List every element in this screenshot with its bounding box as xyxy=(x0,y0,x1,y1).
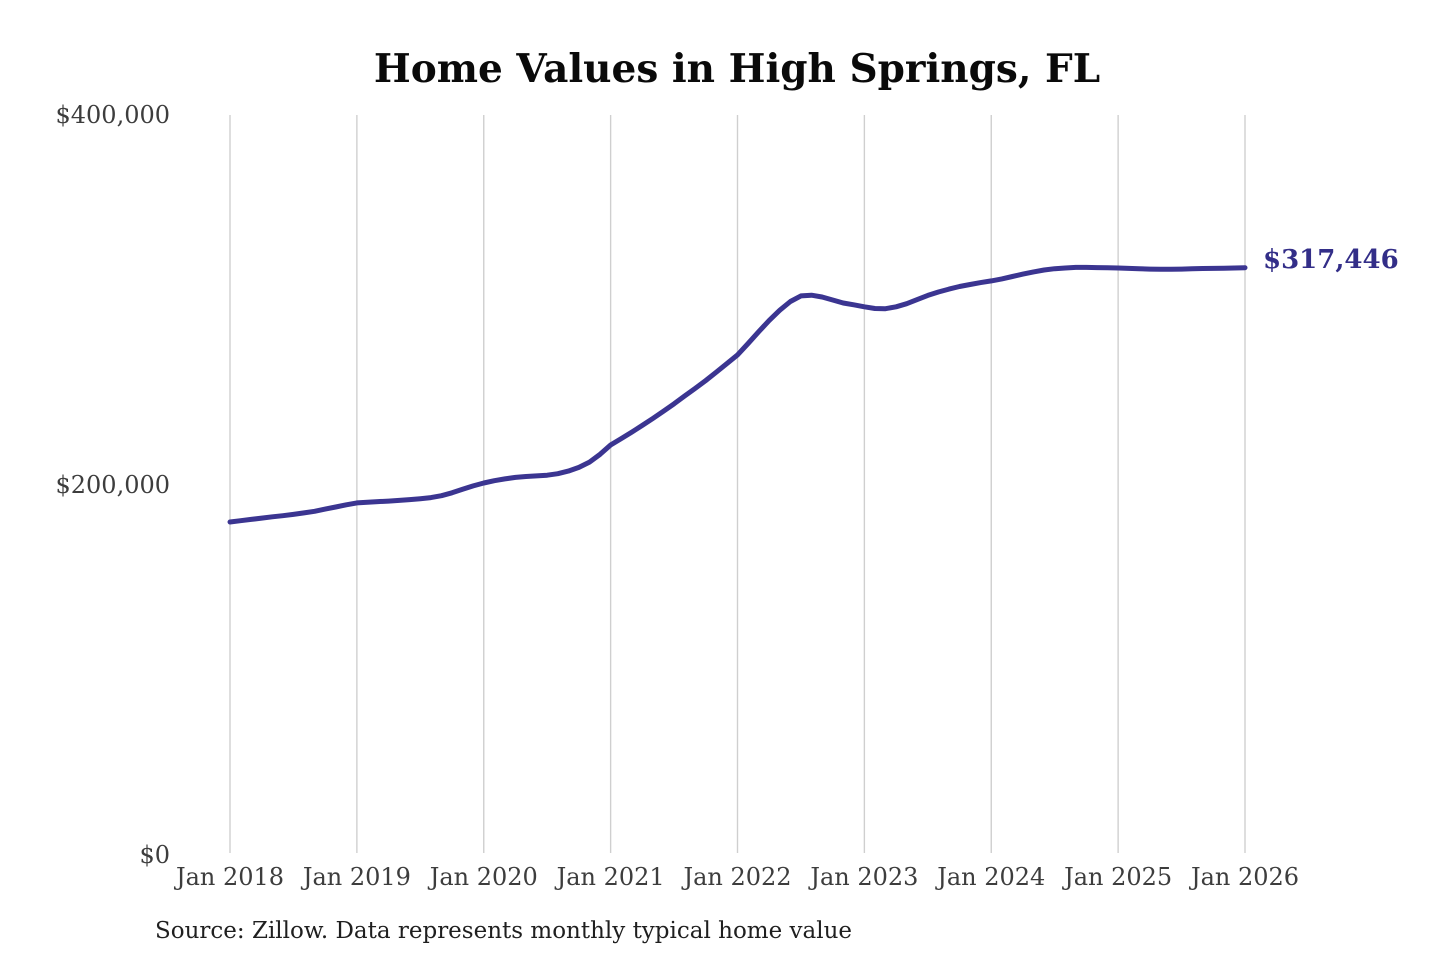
x-tick-label: Jan 2021 xyxy=(554,863,665,891)
y-tick-label: $200,000 xyxy=(55,471,170,499)
y-tick-label: $400,000 xyxy=(55,101,170,129)
y-tick-label: $0 xyxy=(139,841,170,869)
y-axis-tick-labels: $0 $200,000 $400,000 xyxy=(55,101,170,869)
x-axis-tick-labels: Jan 2018 Jan 2019 Jan 2020 Jan 2021 Jan 2022… xyxy=(173,863,1299,891)
x-tick-label: Jan 2019 xyxy=(300,863,411,891)
latest-value-label: $317,446 xyxy=(1263,245,1399,275)
x-tick-label: Jan 2026 xyxy=(1188,863,1299,891)
x-tick-label: Jan 2023 xyxy=(807,863,918,891)
x-tick-label: Jan 2018 xyxy=(173,863,284,891)
home-value-line xyxy=(227,264,1248,525)
source-note: Source: Zillow. Data represents monthly … xyxy=(155,918,852,944)
x-tick-label: Jan 2020 xyxy=(427,863,538,891)
x-tick-label: Jan 2025 xyxy=(1061,863,1172,891)
gridlines xyxy=(229,115,1246,853)
chart-title: Home Values in High Springs, FL xyxy=(374,46,1100,92)
x-tick-label: Jan 2022 xyxy=(680,863,791,891)
x-tick-label: Jan 2024 xyxy=(934,863,1045,891)
